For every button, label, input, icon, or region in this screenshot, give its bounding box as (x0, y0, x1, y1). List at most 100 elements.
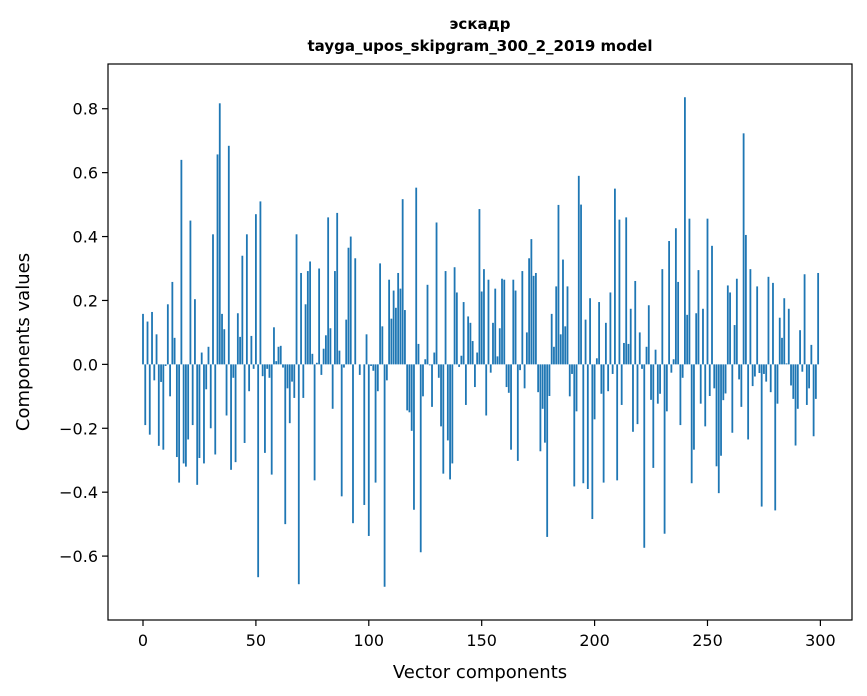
bar-17 (180, 159, 183, 365)
bar-63 (284, 364, 287, 525)
bar-52 (259, 201, 262, 365)
bar-244 (693, 364, 695, 450)
bar-62 (282, 364, 284, 368)
bar-218 (634, 280, 637, 365)
bar-187 (564, 326, 567, 365)
bar-123 (419, 364, 422, 553)
bar-239 (681, 364, 684, 378)
y-tick-label: −0.2 (59, 419, 98, 438)
bar-254 (715, 364, 718, 467)
bar-180 (548, 364, 551, 397)
bar-60 (277, 346, 280, 365)
bar-150 (480, 291, 483, 365)
bar-100 (367, 364, 370, 536)
bar-87 (338, 350, 341, 365)
y-tick-label: −0.4 (59, 483, 98, 502)
bar-262 (733, 325, 736, 365)
bar-155 (492, 322, 494, 365)
bar-88 (340, 364, 343, 497)
bar-241 (686, 314, 689, 365)
bar-274 (760, 364, 763, 507)
bar-189 (568, 364, 571, 397)
bar-258 (724, 364, 727, 394)
bar-80 (322, 348, 325, 365)
bar-248 (702, 308, 704, 365)
bars-group (142, 97, 820, 587)
bar-22 (191, 364, 194, 426)
bar-34 (218, 103, 221, 365)
bar-135 (446, 364, 449, 441)
bar-69 (297, 364, 300, 585)
bar-294 (805, 364, 808, 405)
bar-158 (498, 328, 501, 365)
bar-140 (458, 364, 461, 367)
bar-190 (571, 364, 573, 374)
bar-229 (659, 364, 661, 394)
bar-86 (336, 212, 339, 365)
bar-30 (209, 364, 212, 429)
bar-50 (254, 214, 257, 365)
bar-29 (207, 346, 210, 365)
bar-3 (148, 364, 151, 435)
bar-45 (243, 364, 246, 443)
bar-37 (225, 364, 228, 416)
x-tick-label: 0 (138, 631, 148, 650)
bar-129 (433, 352, 436, 365)
bar-127 (428, 364, 431, 366)
bar-151 (483, 269, 485, 365)
bar-110 (390, 318, 393, 365)
bar-14 (173, 337, 176, 365)
bar-83 (329, 328, 332, 365)
bar-128 (431, 364, 433, 407)
bar-179 (546, 364, 549, 537)
bar-7 (157, 364, 160, 446)
bar-42 (236, 313, 239, 365)
bar-36 (223, 329, 226, 365)
bar-102 (372, 364, 375, 371)
bar-136 (449, 364, 451, 480)
bar-222 (643, 364, 646, 548)
bar-292 (801, 364, 804, 372)
bar-281 (776, 364, 779, 404)
bar-85 (334, 271, 336, 365)
bar-291 (799, 330, 801, 365)
bar-19 (184, 364, 187, 467)
bar-172 (530, 239, 533, 365)
bar-204 (602, 364, 605, 483)
bar-165 (514, 290, 517, 365)
bar-273 (758, 364, 761, 373)
bar-230 (661, 269, 664, 365)
bar-182 (553, 346, 555, 365)
bar-152 (485, 364, 488, 416)
bar-58 (273, 327, 275, 365)
bar-119 (410, 364, 413, 431)
x-tick-label: 50 (246, 631, 266, 650)
bar-253 (713, 364, 716, 389)
bar-271 (754, 364, 756, 377)
bar-193 (577, 175, 580, 365)
bar-11 (166, 304, 169, 365)
bar-47 (248, 364, 251, 392)
bar-175 (537, 364, 540, 393)
bar-296 (810, 344, 813, 365)
bar-226 (652, 364, 655, 468)
bar-148 (476, 352, 479, 365)
bar-188 (566, 286, 569, 365)
bar-132 (440, 364, 442, 427)
bar-159 (501, 278, 503, 365)
bar-118 (408, 364, 411, 413)
bar-84 (331, 364, 334, 409)
bar-31 (212, 234, 214, 365)
bar-264 (738, 364, 741, 380)
bar-124 (422, 364, 424, 397)
bar-293 (803, 274, 806, 365)
bar-16 (178, 364, 181, 483)
bar-92 (349, 236, 352, 365)
bar-4 (151, 311, 153, 365)
bar-238 (679, 364, 682, 426)
bar-268 (747, 364, 750, 440)
bar-2 (146, 321, 149, 365)
bar-77 (315, 362, 318, 365)
bar-1 (144, 364, 147, 426)
bar-284 (783, 298, 786, 365)
